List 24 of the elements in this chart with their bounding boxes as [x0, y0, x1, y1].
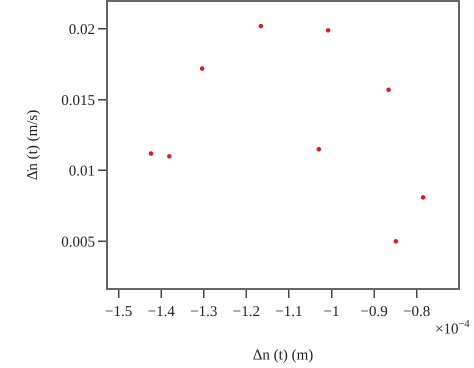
x-tick-label: −1.1	[275, 304, 303, 320]
y-tick-label: 0.01	[68, 164, 95, 180]
point	[420, 195, 426, 200]
point	[148, 151, 154, 156]
x-tick-label: −1.5	[105, 304, 132, 320]
point	[200, 66, 204, 71]
y-tick-label: 0.005	[61, 234, 95, 251]
x-tick-label: −1	[324, 304, 340, 320]
point	[386, 88, 391, 92]
x-tick-label: −1.4	[148, 304, 176, 320]
point	[167, 154, 172, 159]
point	[316, 147, 322, 152]
point	[258, 24, 264, 28]
point	[394, 239, 398, 244]
x-tick-label: −0.9	[360, 304, 388, 320]
x-tick-label: −0.8	[403, 304, 430, 320]
y-axis-title: Δ̇n (t) (m/s)	[25, 110, 41, 180]
y-tick-label: 0.015	[61, 92, 95, 109]
x-tick-label: −1.3	[190, 304, 218, 320]
x-tick-label: −1.2	[232, 304, 260, 320]
x-axis-title: Δn (t) (m)	[252, 348, 314, 364]
point	[326, 28, 330, 33]
y-tick-label: 0.02	[68, 22, 95, 38]
text: ×10$^{−4}$	[435, 319, 470, 338]
